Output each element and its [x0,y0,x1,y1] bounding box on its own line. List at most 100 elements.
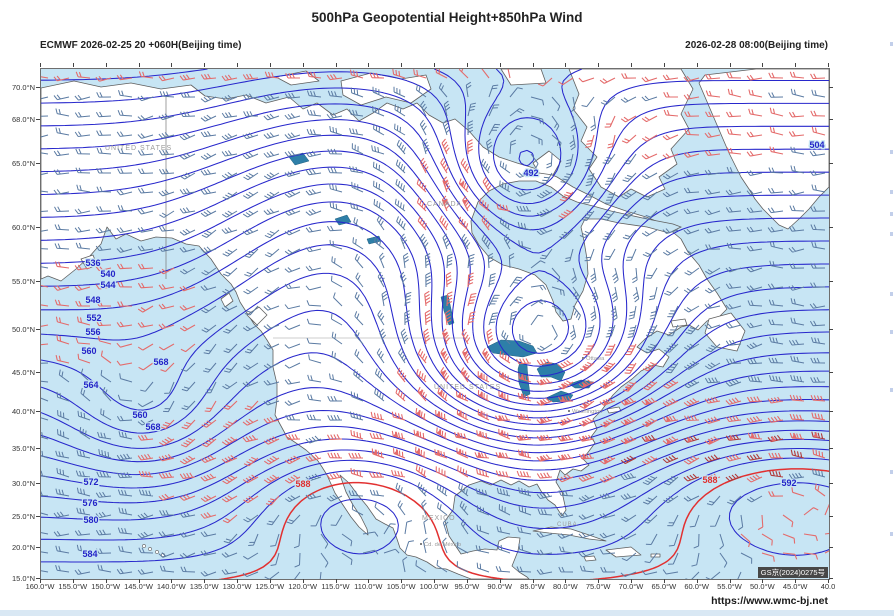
wind-barbs [41,69,829,579]
edge-artifact [890,42,893,46]
lon-tick-label: 145.0°W [124,582,153,591]
lon-tick-label: 40.0 [820,582,836,591]
axis-tick [368,63,370,67]
axis-tick [663,579,665,583]
axis-tick [829,578,833,579]
lon-tick-label: 115.0°W [321,582,350,591]
axis-tick [237,63,238,67]
edge-artifact [890,532,893,536]
edge-artifact [890,292,893,296]
axis-tick [829,547,833,548]
contour-label: 544 [100,280,115,290]
axis-tick [598,579,600,583]
geo-label: CUBA [557,522,578,528]
axis-tick [696,579,698,583]
axis-tick [663,63,665,67]
lat-tick-label: 70.0°N [11,83,35,92]
lon-tick-label: 95.0°W [454,582,480,591]
contour-label: 588 [702,475,717,485]
contour-label: 552 [86,313,101,323]
edge-artifact [890,470,893,474]
lat-tick-label: 25.0°N [11,512,35,521]
axis-tick [829,163,833,164]
lon-tick-label: 55.0°W [717,582,742,591]
contour-label: 540 [100,269,115,279]
axis-tick [36,516,40,517]
contour-level-536 [41,201,829,419]
geo-label: UNITED STATES [105,145,172,152]
contour-level-532 [41,183,829,412]
wind-barbs-strong [41,69,829,562]
lon-tick-label: 90.0°W [487,582,512,591]
axis-tick [335,63,337,67]
geo-label: MEXICO [422,515,456,522]
axis-tick [631,63,632,67]
lat-tick-label: 30.0°N [11,479,35,488]
axis-tick [237,579,238,583]
lat-tick-label: 35.0°N [11,444,35,453]
geo-label: UNITED STATES [434,384,501,391]
contour-label: 548 [85,295,100,305]
axis-tick [36,578,40,579]
lon-tick-label: 75.0°W [585,582,611,591]
contour-label: 536 [85,258,100,268]
axis-tick [138,63,140,67]
axis-tick [829,87,833,88]
edge-artifact [890,388,893,392]
lon-tick-label: 155.0°W [58,582,88,591]
axis-tick [36,227,40,228]
axis-tick [829,448,833,449]
axis-tick [171,579,173,583]
edge-artifact [890,190,893,194]
axis-tick [302,579,304,583]
lon-tick-label: 105.0°W [386,582,416,591]
contour-label: 556 [85,327,100,337]
lat-tick-label: 65.0°N [11,159,35,168]
axis-tick [40,63,41,67]
lat-tick-label: 55.0°N [11,277,35,286]
axis-tick [499,579,501,583]
axis-tick [269,579,271,583]
lat-tick-label: 45.0°N [11,368,35,377]
axis-tick [434,63,435,67]
lon-tick-label: 150.0°W [91,582,121,591]
axis-tick [204,63,206,67]
contour-label: 588 [295,479,310,489]
axis-tick [828,63,829,67]
contour-level-512 [41,103,829,377]
contour-label: 592 [781,478,796,488]
axis-tick [795,63,797,67]
lon-tick-label: 110.0°W [354,582,383,591]
edge-artifact [890,232,893,236]
axis-tick [36,329,40,330]
axis-tick [434,579,435,583]
geo-labels: UNITED STATES CANADA UNITED STATES MEXICO CU… [105,145,605,548]
axis-tick [795,579,797,583]
axis-tick [72,579,74,583]
contour-level-540 [41,221,829,425]
axis-tick [499,63,501,67]
contour-level-580 [41,447,829,541]
axis-tick [36,119,40,120]
axis-tick [105,63,107,67]
axis-tick [36,411,40,412]
axis-tick [466,579,468,583]
axis-tick [829,483,833,484]
lon-tick-label: 135.0°W [189,582,219,591]
axis-tick [829,411,833,412]
lat-tick-label: 60.0°N [11,223,35,232]
axis-tick [335,579,337,583]
lon-tick-label: 140.0°W [156,582,186,591]
axis-tick [696,63,698,67]
contour-level-568 [41,420,829,489]
wind-barbs-normal [41,81,826,579]
weather-map-svg: UNITED STATES CANADA UNITED STATES MEXICO CU… [41,69,829,579]
lat-tick-label: 40.0°N [11,407,35,416]
axis-tick [829,516,833,517]
axis-tick [401,63,403,67]
lon-tick-label: 130.0°W [222,582,252,591]
lon-tick-label: 160.0°W [25,582,55,591]
contour-label: 576 [82,498,97,508]
lat-tick-label: 68.0°N [11,115,35,124]
lat-tick-label: 15.0°N [11,574,35,583]
